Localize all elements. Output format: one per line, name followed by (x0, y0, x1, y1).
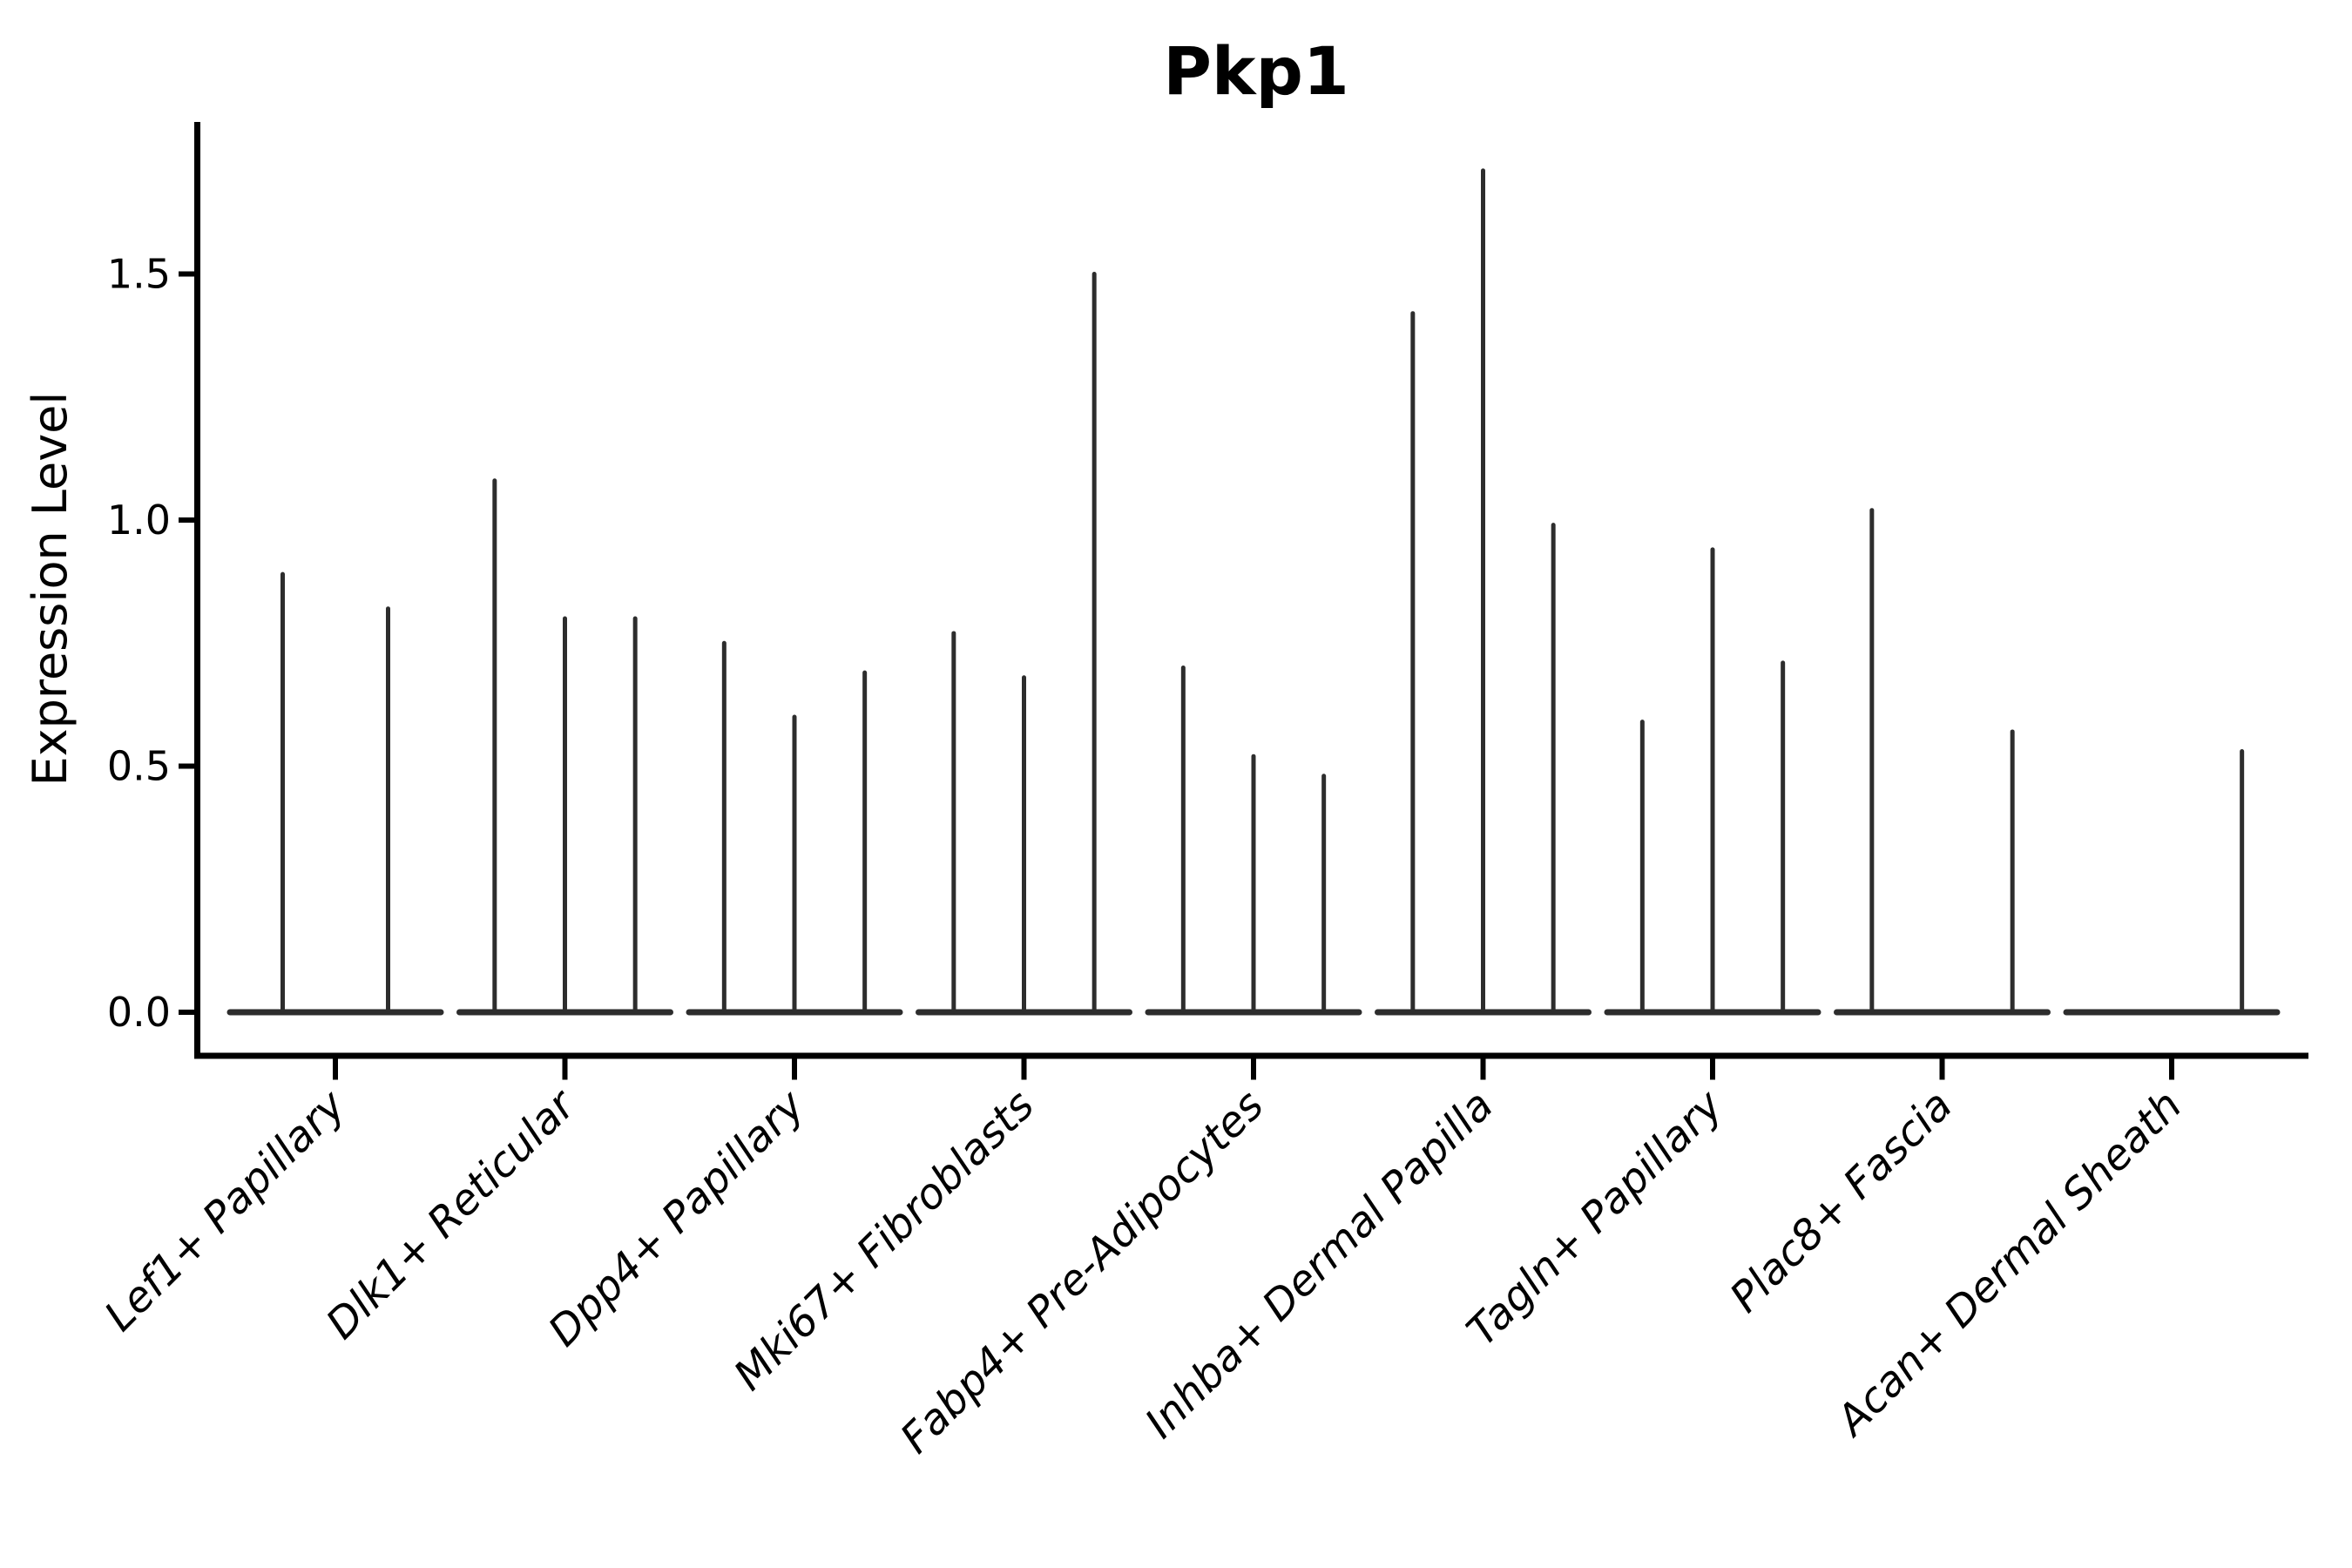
x-tick-label: Dlk1+ Reticular (317, 1079, 587, 1349)
axes (194, 122, 2308, 1059)
y-axis-ticks: 0.0 0.5 1.0 1.5 (107, 251, 196, 1036)
y-tick-label: 1.0 (107, 497, 171, 544)
chart-title: Pkp1 (1163, 32, 1349, 110)
violins-layer (226, 168, 2281, 1016)
x-tick-label: Fabp4+ Pre-Adipocytes (891, 1081, 1274, 1463)
y-tick-label: 1.5 (107, 251, 171, 298)
x-tick-label: Lef1+ Papillary (95, 1080, 355, 1341)
x-tick-label: Dpp4+ Papillary (539, 1080, 814, 1355)
y-tick-label: 0.5 (107, 743, 171, 790)
x-tick-label: Plac8+ Fascia (1720, 1081, 1962, 1322)
y-tick-label: 0.0 (107, 989, 171, 1036)
x-tick-label: Tagln+ Papillary (1457, 1080, 1733, 1355)
y-axis-label: Expression Level (23, 392, 78, 787)
